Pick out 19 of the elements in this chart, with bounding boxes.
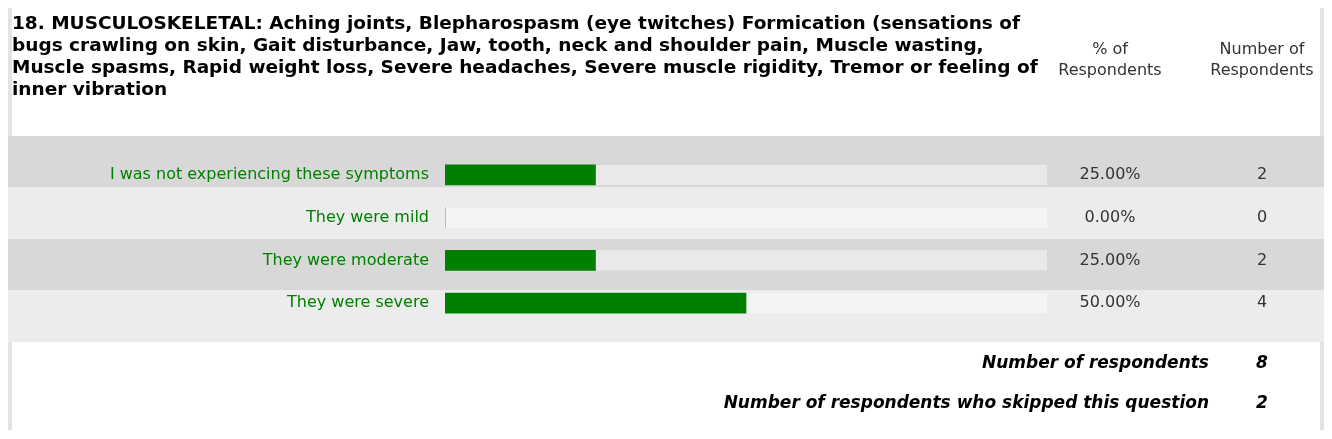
y-tick-label: They were severe: [286, 292, 429, 312]
text: Number of respondents who skipped this question: [723, 392, 1209, 412]
y-tick-label: They were moderate: [261, 249, 429, 269]
chart-title: 18. MUSCULOSKELETAL: Aching joints, Blepharospasm (eye twitches) Formication (sensations of bugs crawling on skin, Gait disturbance, Jaw, tooth, neck and shoulder pain, Muscle wasting, Muscle spasms, Rapid weight loss, Severe headaches, Severe muscle rigidity, Tremor or feeling of inner vibration: [12, 12, 1039, 100]
text: 2: [1255, 392, 1269, 412]
text: Number of respondents: [981, 352, 1209, 372]
text: Number of Respondents: [1209, 38, 1315, 80]
text: 0: [1256, 206, 1268, 226]
data-label: 25.00%: [1079, 249, 1141, 269]
text: % of Respondents: [1057, 38, 1163, 80]
data-label: 50.00%: [1079, 292, 1141, 312]
text: 8: [1255, 352, 1269, 372]
text: 2: [1256, 249, 1268, 269]
text: 4: [1256, 292, 1268, 312]
y-tick-label: I was not experiencing these symptoms: [109, 164, 429, 184]
text: 2: [1256, 164, 1268, 184]
y-tick-label: They were mild: [304, 206, 429, 226]
data-label: 25.00%: [1079, 164, 1141, 184]
data-label: 0.00%: [1084, 206, 1136, 226]
